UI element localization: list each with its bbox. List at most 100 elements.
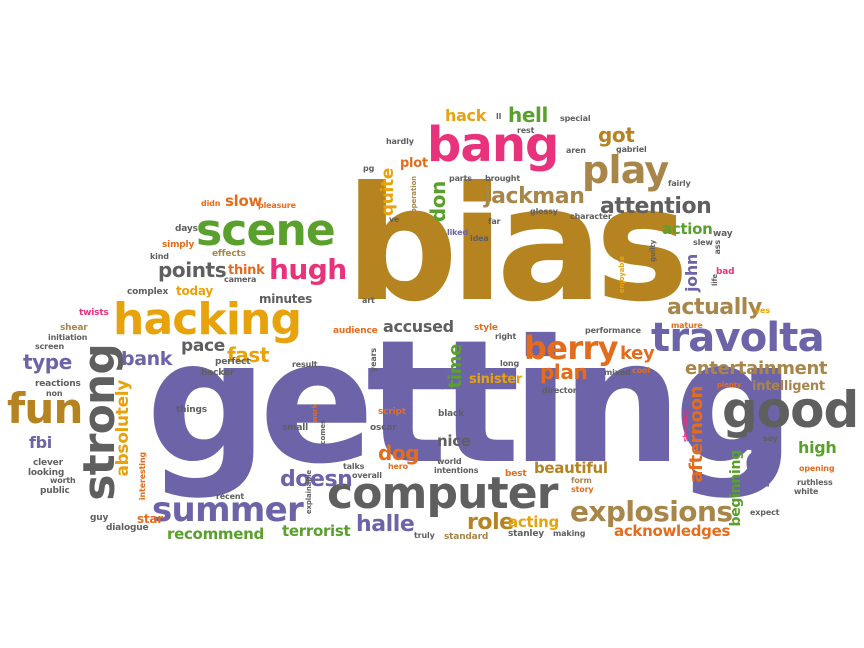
word-camera: camera	[224, 275, 257, 284]
word-pleasure: pleasure	[258, 201, 296, 210]
word-dog: dog	[378, 441, 420, 465]
word-bad: bad	[716, 267, 735, 277]
word-making: making	[553, 529, 586, 538]
word-slow: slow	[225, 192, 263, 210]
word-slew: slew	[693, 238, 713, 247]
word-opening: opening	[799, 464, 835, 473]
word-enjoyable: enjoyable	[618, 256, 626, 294]
word-guilty: guilty	[649, 240, 657, 262]
word-result: result	[292, 360, 318, 369]
word-oscar: oscar	[370, 423, 397, 433]
word-explainable: explainable	[305, 470, 313, 515]
word-days: days	[175, 224, 198, 234]
word-performance: performance	[585, 326, 641, 335]
word-pg: pg	[363, 164, 375, 173]
word-intentions: intentions	[434, 466, 479, 475]
word-action: action	[662, 220, 713, 238]
word-audience: audience	[333, 326, 378, 336]
word-things: things	[176, 405, 207, 415]
word-play: play	[582, 148, 669, 192]
word-parts: parts	[449, 174, 472, 183]
word-years: years	[369, 348, 378, 372]
word-bang: bang	[427, 117, 559, 173]
word-hack: hack	[445, 106, 487, 125]
word-halle: halle	[356, 512, 415, 537]
word-beginning: beginning	[728, 450, 744, 527]
word-overall: overall	[352, 471, 382, 480]
word-mature: mature	[671, 321, 703, 330]
word-simply: simply	[162, 240, 195, 250]
word-plenty: plenty	[717, 381, 742, 389]
word-fbi: fbi	[29, 433, 52, 452]
word-looking: looking	[28, 468, 65, 478]
word-way: way	[713, 229, 733, 239]
word-nice: nice	[437, 432, 471, 450]
word-liked: liked	[447, 228, 468, 237]
word-key: key	[620, 343, 655, 364]
word-talks: talks	[343, 462, 365, 471]
word-computer: computer	[327, 468, 558, 519]
word-terrorist: terrorist	[282, 522, 351, 540]
word-accused: accused	[383, 317, 454, 336]
word-gabriel: gabriel	[616, 145, 647, 154]
word-jackman: jackman	[484, 184, 585, 209]
word-perfect: perfect	[215, 357, 251, 367]
word-type: type	[23, 350, 72, 374]
word-attention: attention	[600, 194, 712, 219]
word-plot: plot	[400, 156, 428, 171]
word-aren: aren	[566, 146, 586, 155]
word-best: best	[505, 469, 527, 479]
word-ve: ve	[389, 215, 400, 224]
word-initiation: initiation	[48, 333, 88, 342]
word-black: black	[438, 409, 465, 419]
word-john: john	[682, 254, 701, 292]
word-showing: showing	[682, 410, 690, 442]
word-cool: cool	[632, 366, 650, 375]
word-operation: operation	[410, 176, 418, 214]
word-script: script	[378, 407, 406, 417]
word-clever: clever	[33, 458, 63, 468]
word-hell: hell	[508, 103, 548, 127]
word-idea: idea	[470, 234, 489, 243]
word-hugh: hugh	[269, 253, 347, 286]
word-right: right	[495, 332, 517, 341]
word-hacker: hacker	[201, 368, 235, 378]
word-got: got	[598, 123, 635, 147]
word-role: role	[467, 510, 514, 535]
word-star: star	[137, 512, 163, 526]
word-comes: comes	[319, 420, 327, 445]
word-expect: expect	[750, 508, 780, 517]
word-summer: summer	[152, 490, 304, 530]
word-shear: shear	[60, 323, 88, 333]
word-fast: fast	[227, 343, 270, 367]
word-standard: standard	[444, 532, 489, 542]
word-fun: fun	[7, 384, 83, 433]
word-hero: hero	[388, 462, 408, 471]
word-dialogue: dialogue	[106, 523, 149, 533]
word-recent: recent	[216, 492, 245, 501]
word-plan: plan	[540, 360, 588, 384]
word-twists: twists	[79, 308, 109, 318]
word-non: non	[46, 389, 63, 398]
word-director: director	[542, 386, 577, 395]
word-interesting: interesting	[138, 452, 147, 501]
word-say: say	[763, 434, 778, 443]
word-sinister: sinister	[469, 372, 523, 387]
word-intelligent: intelligent	[752, 379, 825, 394]
word-mixed: mixed	[604, 368, 631, 377]
word-quite: quite	[378, 168, 398, 217]
word-doesn: doesn	[280, 467, 353, 492]
word-acknowledges: acknowledges	[614, 522, 731, 540]
word-pace: pace	[181, 336, 225, 356]
word-didn: didn	[201, 199, 221, 208]
word-hacking: hacking	[113, 294, 302, 345]
word-ass: ass	[713, 240, 722, 255]
word-public: public	[40, 486, 70, 496]
word-entertainment: entertainment	[685, 358, 828, 379]
word-white: white	[794, 487, 819, 496]
word-world: world	[437, 457, 462, 466]
word-special: special	[560, 114, 591, 123]
word-points: points	[158, 258, 227, 282]
word-actually: actually	[667, 295, 762, 320]
